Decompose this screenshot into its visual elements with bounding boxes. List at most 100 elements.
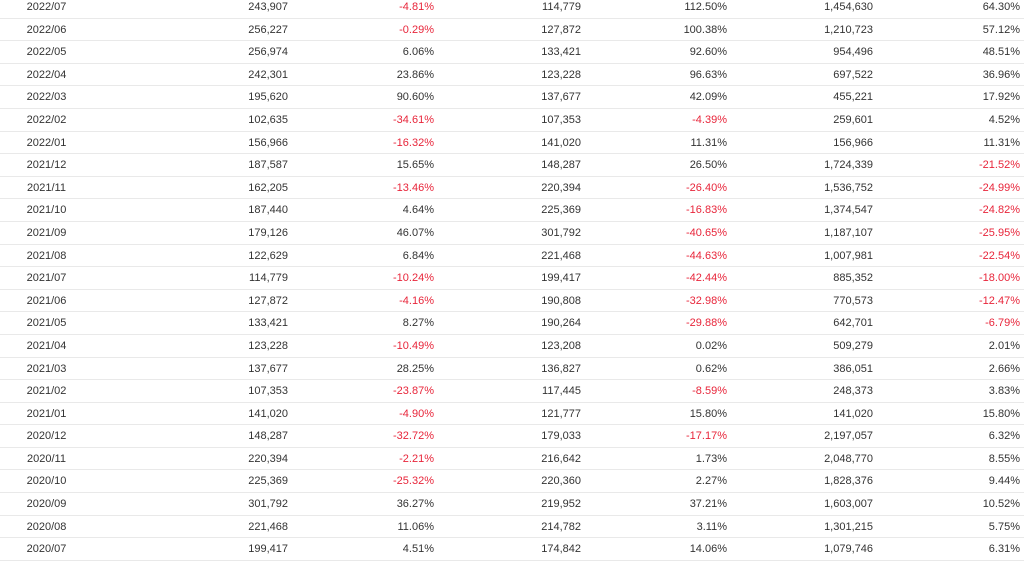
value-a-cell: 123,228 (248, 339, 288, 352)
value-b-cell: 220,360 (541, 475, 581, 488)
value-a-cell: 133,421 (248, 317, 288, 330)
value-a-cell: 242,301 (248, 68, 288, 81)
change-b-cell: -29.88% (686, 317, 727, 330)
cumulative-change-cell: 6.31% (988, 543, 1020, 556)
value-b-cell: 190,808 (541, 294, 581, 307)
change-b-cell: -42.44% (686, 272, 727, 285)
change-b-cell: 15.80% (689, 407, 727, 420)
cumulative-change-cell: 36.96% (982, 68, 1020, 81)
value-a-cell: 102,635 (248, 113, 288, 126)
change-b-cell: 3.11% (696, 520, 727, 533)
change-b-cell: 11.31% (690, 136, 728, 149)
table-row: 2020/12 148,287 -32.72% 179,033 -17.17% 2,197… (0, 425, 1024, 448)
table-row: 2021/10 187,440 4.64% 225,369 -16.83% 1,374,5… (0, 199, 1024, 222)
cumulative-change-cell: 5.75% (988, 520, 1020, 533)
cumulative-cell: 697,522 (833, 68, 873, 81)
change-a-cell: -16.32% (393, 136, 434, 149)
cumulative-change-cell: -24.82% (979, 204, 1020, 217)
month-cell: 2021/07 (26, 272, 67, 285)
value-b-cell: 127,872 (541, 23, 581, 36)
cumulative-change-cell: -22.54% (979, 249, 1020, 262)
month-cell: 2022/06 (26, 23, 67, 36)
cumulative-cell: 259,601 (833, 113, 873, 126)
change-b-cell: 0.62% (695, 362, 727, 375)
table-row: 2020/09 301,792 36.27% 219,952 37.21% 1,603,0… (0, 493, 1024, 516)
cumulative-cell: 954,496 (833, 46, 873, 59)
cumulative-change-cell: -18.00% (979, 272, 1020, 285)
cumulative-cell: 1,536,752 (824, 181, 873, 194)
cumulative-cell: 1,828,376 (824, 475, 873, 488)
change-b-cell: 1.73% (695, 452, 727, 465)
month-cell: 2021/11 (27, 181, 66, 194)
change-a-cell: -2.21% (399, 452, 434, 465)
change-a-cell: -25.32% (393, 475, 434, 488)
month-cell: 2021/08 (26, 249, 67, 262)
table-row: 2022/05 256,974 6.06% 133,421 92.60% 954,496 4… (0, 41, 1024, 64)
change-b-cell: 112.50% (684, 1, 727, 13)
month-cell: 2022/05 (26, 46, 67, 59)
change-b-cell: 14.06% (689, 543, 727, 556)
cumulative-change-cell: 6.32% (988, 430, 1020, 443)
value-a-cell: 107,353 (248, 385, 288, 398)
change-a-cell: 23.86% (396, 68, 434, 81)
cumulative-cell: 1,301,215 (824, 520, 873, 533)
value-a-cell: 195,620 (248, 91, 288, 104)
change-b-cell: -26.40% (686, 181, 727, 194)
change-a-cell: 11.06% (397, 520, 435, 533)
cumulative-change-cell: 2.01% (988, 339, 1020, 352)
month-cell: 2021/03 (26, 362, 67, 375)
value-b-cell: 114,779 (542, 1, 581, 13)
value-a-cell: 179,126 (248, 226, 288, 239)
table-row: 2020/11 220,394 -2.21% 216,642 1.73% 2,048,77… (0, 448, 1024, 471)
value-b-cell: 219,952 (541, 498, 581, 511)
change-a-cell: 6.06% (402, 46, 434, 59)
change-a-cell: 46.07% (396, 226, 434, 239)
change-b-cell: -16.83% (686, 204, 727, 217)
value-a-cell: 187,587 (248, 159, 288, 172)
table-row: 2022/01 156,966 -16.32% 141,020 11.31% 156,96… (0, 132, 1024, 155)
change-a-cell: -0.29% (399, 23, 434, 36)
change-b-cell: 100.38% (683, 23, 727, 36)
table-row: 2021/02 107,353 -23.87% 117,445 -8.59% 248,37… (0, 380, 1024, 403)
cumulative-cell: 1,187,107 (824, 226, 873, 239)
change-b-cell: -8.59% (692, 385, 727, 398)
cumulative-change-cell: 9.44% (988, 475, 1020, 488)
month-cell: 2021/05 (26, 317, 67, 330)
cumulative-cell: 1,007,981 (824, 249, 873, 262)
table-row: 2021/11 162,205 -13.46% 220,394 -26.40% 1,536… (0, 177, 1024, 200)
cumulative-cell: 642,701 (833, 317, 873, 330)
cumulative-cell: 248,373 (833, 385, 873, 398)
cumulative-change-cell: 48.51% (982, 46, 1020, 59)
value-b-cell: 137,677 (541, 91, 581, 104)
cumulative-cell: 141,020 (833, 407, 873, 420)
value-b-cell: 214,782 (541, 520, 581, 533)
value-b-cell: 174,842 (541, 543, 581, 556)
table-row: 2022/07 243,907 -4.81% 114,779 112.50% 1,454,… (0, 0, 1024, 19)
table-row: 2021/09 179,126 46.07% 301,792 -40.65% 1,187,… (0, 222, 1024, 245)
value-b-cell: 220,394 (541, 181, 581, 194)
cumulative-cell: 455,221 (833, 91, 873, 104)
month-cell: 2021/10 (26, 204, 67, 217)
month-cell: 2021/01 (26, 407, 67, 420)
cumulative-change-cell: -21.52% (979, 159, 1020, 172)
value-b-cell: 216,642 (541, 452, 581, 465)
value-a-cell: 243,907 (248, 1, 288, 13)
change-b-cell: 26.50% (689, 159, 727, 172)
value-a-cell: 156,966 (248, 136, 288, 149)
cumulative-cell: 1,374,547 (824, 204, 873, 217)
table-row: 2021/07 114,779 -10.24% 199,417 -42.44% 885,3… (0, 267, 1024, 290)
value-b-cell: 123,228 (541, 68, 581, 81)
change-a-cell: -34.61% (393, 113, 434, 126)
cumulative-cell: 509,279 (833, 339, 873, 352)
change-a-cell: -32.72% (393, 430, 434, 443)
value-b-cell: 117,445 (542, 385, 581, 398)
change-a-cell: -13.46% (393, 181, 434, 194)
cumulative-cell: 885,352 (833, 272, 873, 285)
cumulative-change-cell: 4.52% (988, 113, 1020, 126)
month-cell: 2020/12 (26, 430, 67, 443)
change-b-cell: 37.21% (689, 498, 727, 511)
cumulative-change-cell: 17.92% (982, 91, 1020, 104)
change-b-cell: -32.98% (686, 294, 727, 307)
cumulative-cell: 1,454,630 (824, 1, 873, 13)
